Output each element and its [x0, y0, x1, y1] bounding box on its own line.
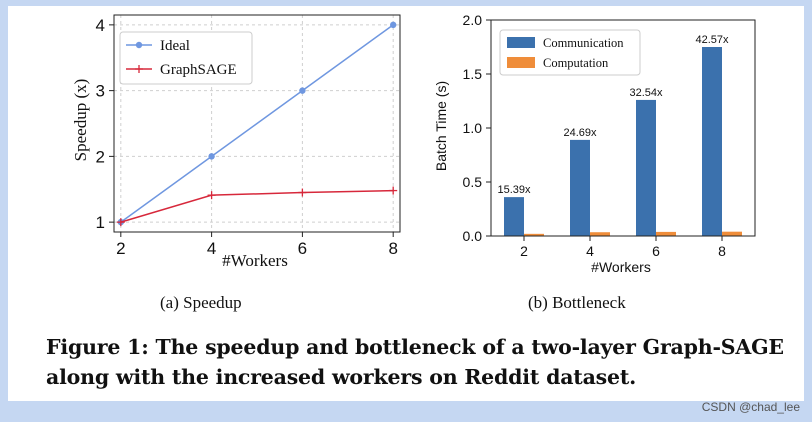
- x-tick-label: 8: [388, 239, 397, 258]
- x-axis-label-b: #Workers: [591, 259, 651, 275]
- data-point: [298, 188, 307, 197]
- y-tick-label: 1.5: [463, 66, 483, 82]
- page-footer-strip: [0, 401, 812, 422]
- plot-area-b: [490, 19, 756, 237]
- data-label: 15.39x: [497, 184, 531, 196]
- data-point: [116, 218, 125, 227]
- y-axis-label-b: Batch Time (s): [433, 81, 449, 171]
- legend-label: Computation: [543, 56, 609, 70]
- data-label: 24.69x: [563, 127, 597, 139]
- x-axis-label-a: #Workers: [222, 251, 288, 270]
- series-line-ideal: [120, 24, 394, 223]
- legend-a: Ideal GraphSAGE: [119, 31, 253, 85]
- figure-caption: Figure 1: The speedup and bottleneck of …: [46, 335, 784, 389]
- bar-communication: [636, 99, 656, 236]
- data-point: [389, 186, 398, 195]
- y-tick-label: 3: [96, 82, 105, 101]
- y-tick-label: 0.5: [463, 174, 483, 190]
- bar-communication: [702, 47, 722, 236]
- bar-computation: [656, 231, 676, 236]
- bottleneck-chart: 0.0 0.5 1.0 1.5 2.0 2 4 6 8 15.39x 24.69x 32.54x 42…: [433, 12, 756, 275]
- bar-computation: [722, 231, 742, 236]
- data-point: [299, 87, 306, 94]
- bar-communication: [570, 139, 590, 236]
- legend-swatch: [507, 57, 535, 68]
- legend-b: Communication Computation: [499, 29, 641, 76]
- x-tick-label: 6: [652, 243, 660, 259]
- y-tick-label: 0.0: [463, 228, 483, 244]
- bar-communication: [504, 197, 524, 236]
- x-tick-label: 4: [207, 239, 216, 258]
- legend-swatch: [507, 37, 535, 48]
- data-point: [389, 21, 397, 29]
- bar-computation: [524, 233, 544, 236]
- x-tick-label: 2: [520, 243, 528, 259]
- y-tick-label: 2.0: [463, 12, 483, 28]
- x-tick-label: 6: [298, 239, 307, 258]
- x-tick-label: 8: [718, 243, 726, 259]
- x-tick-label: 4: [586, 243, 594, 259]
- x-tick-label: 2: [116, 239, 125, 258]
- legend-marker: [135, 41, 143, 49]
- legend-label: Communication: [543, 36, 624, 50]
- series-line-graphsage: [120, 189, 394, 223]
- y-tick-label: 1: [96, 213, 105, 232]
- data-label: 42.57x: [695, 34, 729, 46]
- plot-area-a: [113, 14, 401, 233]
- watermark: CSDN @chad_lee: [701, 400, 800, 414]
- legend-label: GraphSAGE: [160, 62, 237, 78]
- y-tick-label: 1.0: [463, 120, 483, 136]
- bar-computation: [590, 232, 610, 236]
- y-tick-label: 4: [96, 16, 105, 35]
- y-tick-label: 2: [96, 147, 105, 166]
- y-axis-label-a: Speedup (x): [71, 79, 90, 162]
- subcaption-a: (a) Speedup: [160, 293, 242, 312]
- subcaption-b: (b) Bottleneck: [528, 293, 626, 312]
- legend-label: Ideal: [160, 38, 190, 54]
- data-point: [207, 191, 216, 200]
- data-point: [208, 153, 215, 160]
- data-label: 32.54x: [629, 87, 663, 99]
